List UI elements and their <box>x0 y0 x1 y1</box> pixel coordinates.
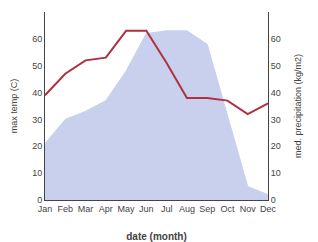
svg-text:10: 10 <box>32 168 42 178</box>
svg-text:Jun: Jun <box>139 204 154 214</box>
svg-text:Sep: Sep <box>199 204 215 214</box>
svg-text:Apr: Apr <box>99 204 113 214</box>
svg-text:40: 40 <box>32 88 42 98</box>
svg-text:40: 40 <box>271 88 281 98</box>
svg-text:Jan: Jan <box>38 204 53 214</box>
svg-text:Aug: Aug <box>179 204 195 214</box>
svg-text:20: 20 <box>271 141 281 151</box>
svg-text:med. precipitation (kg/m2): med. precipitation (kg/m2) <box>293 54 303 158</box>
svg-text:0: 0 <box>37 195 42 205</box>
svg-text:50: 50 <box>32 61 42 71</box>
svg-text:20: 20 <box>32 141 42 151</box>
svg-text:60: 60 <box>271 34 281 44</box>
svg-text:date (month): date (month) <box>126 231 187 242</box>
svg-text:30: 30 <box>32 115 42 125</box>
svg-text:Mar: Mar <box>78 204 94 214</box>
svg-text:60: 60 <box>32 34 42 44</box>
svg-text:0: 0 <box>271 195 276 205</box>
svg-text:50: 50 <box>271 61 281 71</box>
svg-text:Nov: Nov <box>240 204 257 214</box>
svg-text:10: 10 <box>271 168 281 178</box>
svg-text:Oct: Oct <box>220 204 235 214</box>
svg-text:Feb: Feb <box>58 204 74 214</box>
svg-text:Dec: Dec <box>260 204 277 214</box>
svg-text:May: May <box>118 204 136 214</box>
svg-text:max temp (C): max temp (C) <box>9 79 19 134</box>
svg-text:30: 30 <box>271 115 281 125</box>
svg-text:Jul: Jul <box>161 204 173 214</box>
